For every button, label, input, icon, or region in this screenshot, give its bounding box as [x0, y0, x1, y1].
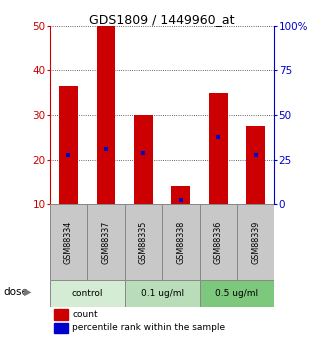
Bar	[97, 26, 115, 204]
Title: GDS1809 / 1449960_at: GDS1809 / 1449960_at	[89, 13, 235, 26]
FancyBboxPatch shape	[125, 204, 162, 280]
Text: control: control	[72, 289, 103, 298]
Text: 0.1 ug/ml: 0.1 ug/ml	[141, 289, 184, 298]
FancyBboxPatch shape	[125, 280, 200, 307]
Text: GSM88334: GSM88334	[64, 220, 73, 264]
Text: GSM88336: GSM88336	[214, 220, 223, 264]
Text: 0.5 ug/ml: 0.5 ug/ml	[215, 289, 259, 298]
Bar	[171, 186, 190, 204]
FancyBboxPatch shape	[50, 280, 125, 307]
FancyBboxPatch shape	[200, 280, 274, 307]
Bar	[59, 86, 78, 204]
Text: count: count	[72, 309, 98, 318]
Text: GSM88337: GSM88337	[101, 220, 110, 264]
Bar	[54, 309, 68, 319]
FancyBboxPatch shape	[237, 204, 274, 280]
FancyBboxPatch shape	[162, 204, 200, 280]
Text: GSM88338: GSM88338	[176, 220, 185, 264]
Bar	[54, 323, 68, 333]
FancyBboxPatch shape	[50, 204, 87, 280]
Text: GSM88339: GSM88339	[251, 220, 260, 264]
Text: percentile rank within the sample: percentile rank within the sample	[72, 323, 225, 332]
Text: dose: dose	[3, 287, 28, 297]
Bar	[247, 126, 265, 204]
FancyBboxPatch shape	[87, 204, 125, 280]
FancyBboxPatch shape	[200, 204, 237, 280]
Bar	[134, 115, 153, 204]
Text: ▶: ▶	[24, 287, 31, 297]
Text: GSM88335: GSM88335	[139, 220, 148, 264]
Bar	[209, 93, 228, 204]
